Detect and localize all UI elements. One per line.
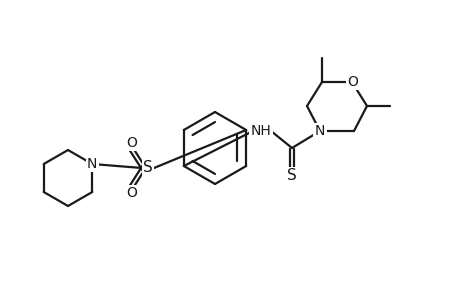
Text: N: N — [87, 157, 97, 171]
Text: N: N — [314, 124, 325, 138]
Text: S: S — [286, 169, 296, 184]
Text: NH: NH — [250, 124, 271, 138]
Text: O: O — [347, 75, 358, 89]
Text: S: S — [143, 160, 152, 175]
Text: O: O — [126, 186, 137, 200]
Text: O: O — [126, 136, 137, 150]
